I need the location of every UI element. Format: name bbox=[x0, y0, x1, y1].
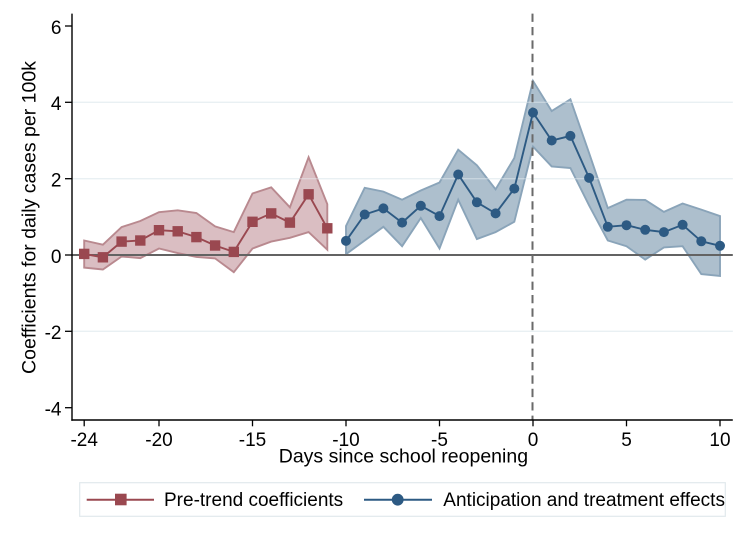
svg-text:-2: -2 bbox=[45, 323, 62, 344]
svg-text:Anticipation and treatment eff: Anticipation and treatment effects bbox=[443, 490, 725, 511]
svg-text:0: 0 bbox=[51, 247, 62, 268]
svg-text:-20: -20 bbox=[145, 430, 172, 451]
svg-text:Pre-trend coefficients: Pre-trend coefficients bbox=[164, 490, 343, 511]
svg-text:-15: -15 bbox=[239, 430, 266, 451]
svg-text:-4: -4 bbox=[45, 400, 62, 421]
svg-text:5: 5 bbox=[621, 430, 632, 451]
svg-text:10: 10 bbox=[709, 430, 730, 451]
svg-text:0: 0 bbox=[528, 430, 539, 451]
svg-text:Coefficients for daily cases p: Coefficients for daily cases per 100k bbox=[19, 61, 41, 374]
svg-text:Days since school reopening: Days since school reopening bbox=[279, 446, 528, 468]
svg-text:-24: -24 bbox=[70, 430, 98, 451]
svg-text:2: 2 bbox=[51, 171, 62, 192]
svg-text:-10: -10 bbox=[332, 430, 359, 451]
svg-text:-5: -5 bbox=[431, 430, 448, 451]
svg-text:4: 4 bbox=[51, 94, 62, 115]
svg-text:6: 6 bbox=[51, 18, 62, 39]
